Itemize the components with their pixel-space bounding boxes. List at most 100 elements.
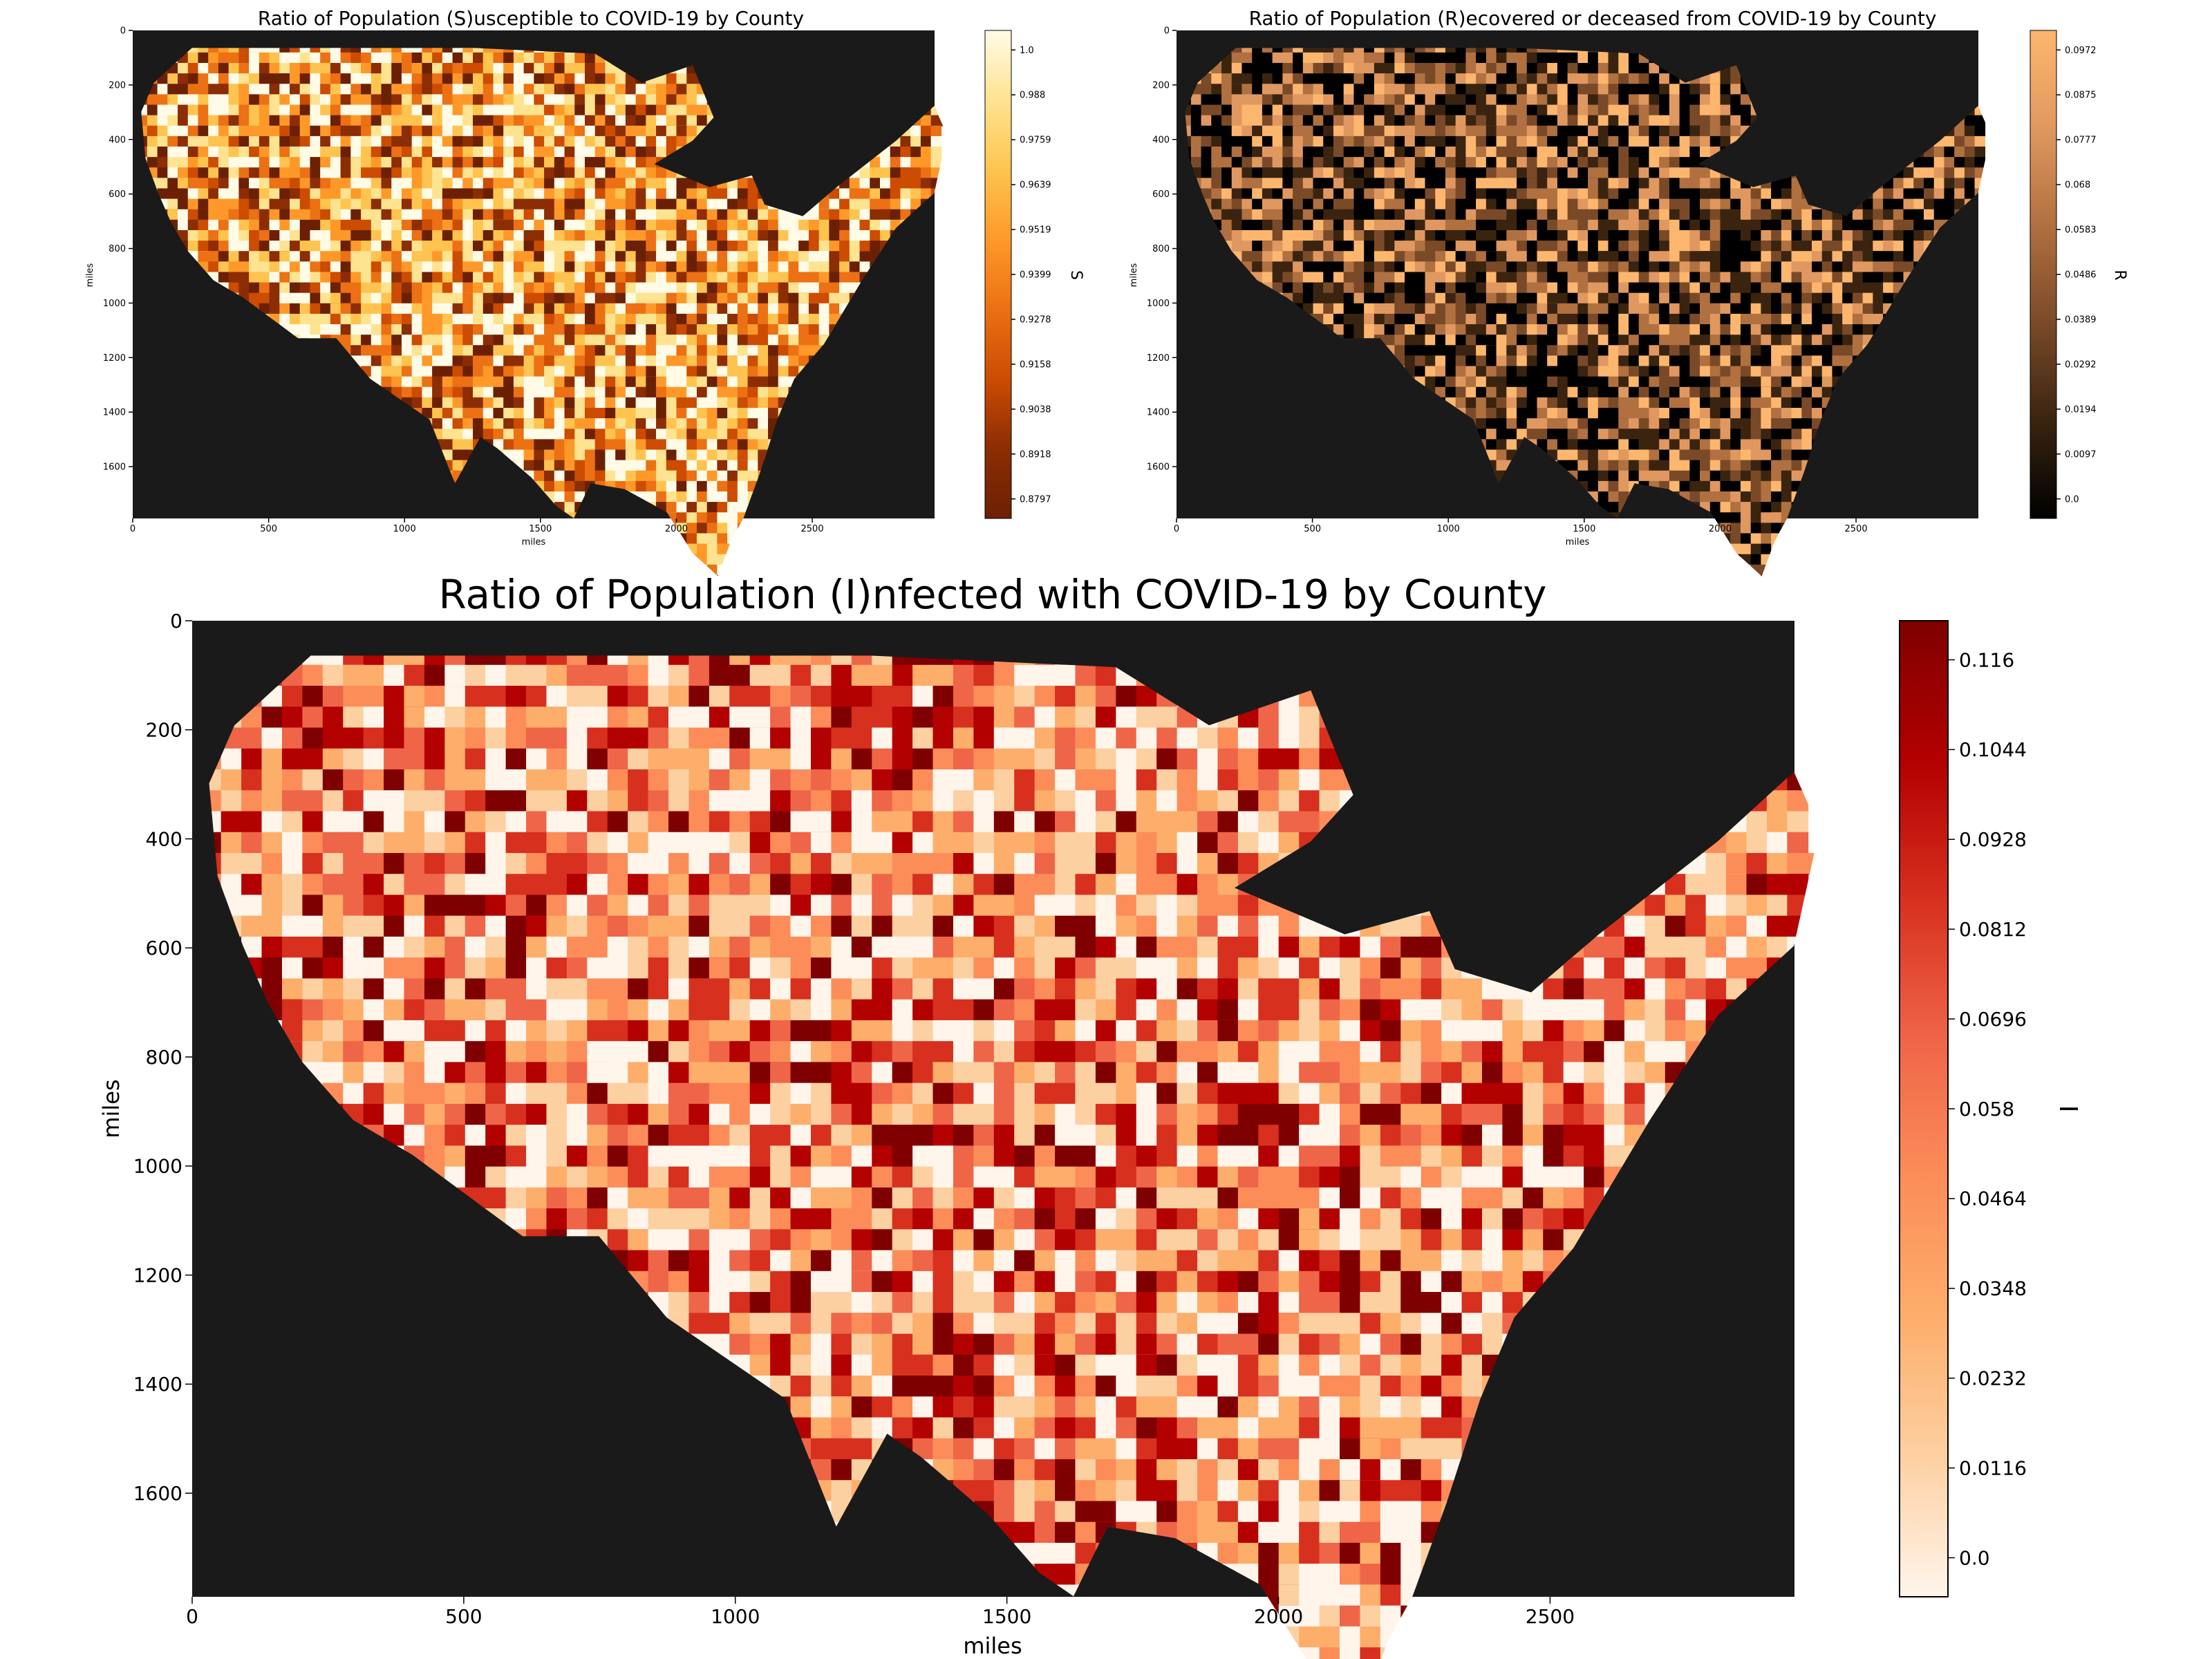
susceptible-county-cell bbox=[361, 84, 372, 95]
susceptible-county-cell bbox=[238, 219, 250, 231]
susceptible-county-cell bbox=[778, 324, 789, 336]
susceptible-county-cell bbox=[371, 52, 382, 64]
recovered-county-cell bbox=[1669, 115, 1680, 126]
recovered-county-cell bbox=[1394, 48, 1405, 53]
susceptible-county-cell bbox=[758, 303, 769, 315]
susceptible-county-cell bbox=[666, 104, 677, 116]
recovered-county-cell bbox=[1465, 115, 1477, 126]
susceptible-county-cell bbox=[798, 229, 809, 242]
susceptible-county-cell bbox=[350, 63, 362, 75]
recovered-county-cell bbox=[1221, 135, 1232, 148]
susceptible-county-cell bbox=[442, 251, 453, 263]
recovered-county-cell bbox=[1465, 94, 1477, 106]
susceptible-county-cell bbox=[279, 115, 290, 126]
susceptible-county-cell bbox=[615, 94, 626, 106]
susceptible-county-cell bbox=[320, 209, 331, 221]
susceptible-county-cell bbox=[289, 209, 301, 221]
susceptible-county-cell bbox=[330, 219, 341, 231]
susceptible-county-cell bbox=[473, 229, 484, 242]
susceptible-county-cell bbox=[442, 125, 453, 137]
susceptible-county-cell bbox=[462, 125, 474, 137]
susceptible-county-cell bbox=[686, 229, 697, 242]
susceptible-county-cell bbox=[727, 397, 738, 409]
susceptible-county-cell bbox=[646, 209, 657, 221]
susceptible-county-cell bbox=[391, 178, 402, 189]
recovered-county-cell bbox=[1628, 135, 1640, 148]
susceptible-county-cell bbox=[717, 366, 728, 377]
susceptible-county-cell bbox=[574, 449, 585, 461]
susceptible-county-cell bbox=[228, 147, 240, 158]
susceptible-county-cell bbox=[594, 324, 606, 336]
susceptible-county-cell bbox=[778, 292, 789, 304]
susceptible-county-cell bbox=[391, 84, 402, 95]
susceptible-county-cell bbox=[513, 449, 525, 461]
recovered-county-cell bbox=[1547, 73, 1558, 85]
recovered-county-cell bbox=[1414, 147, 1426, 158]
susceptible-county-cell bbox=[798, 355, 809, 367]
susceptible-county-cell bbox=[686, 480, 697, 492]
susceptible-county-cell bbox=[299, 84, 311, 95]
susceptible-county-cell bbox=[350, 73, 362, 85]
susceptible-county-cell bbox=[411, 178, 423, 189]
susceptible-county-cell bbox=[646, 178, 657, 189]
susceptible-county-cell bbox=[249, 73, 260, 85]
susceptible-county-cell bbox=[452, 219, 464, 231]
susceptible-x-tick-label: 500 bbox=[260, 524, 277, 534]
susceptible-county-cell bbox=[920, 167, 932, 179]
recovered-county-cell bbox=[1628, 52, 1640, 64]
susceptible-county-cell bbox=[594, 386, 606, 398]
susceptible-county-cell bbox=[686, 449, 697, 461]
recovered-county-cell bbox=[1557, 125, 1568, 137]
susceptible-county-cell bbox=[686, 386, 697, 398]
susceptible-county-cell bbox=[513, 157, 525, 169]
susceptible-county-cell bbox=[615, 429, 626, 440]
susceptible-county-cell bbox=[141, 115, 148, 126]
susceptible-county-cell bbox=[625, 282, 637, 294]
susceptible-county-cell bbox=[411, 73, 423, 85]
susceptible-county-cell bbox=[910, 167, 921, 179]
susceptible-county-cell bbox=[523, 261, 535, 273]
susceptible-county-cell bbox=[279, 135, 290, 148]
susceptible-county-cell bbox=[513, 84, 525, 95]
susceptible-county-cell bbox=[594, 282, 606, 294]
recovered-county-cell bbox=[1293, 73, 1304, 85]
susceptible-county-cell bbox=[656, 241, 667, 252]
susceptible-county-cell bbox=[513, 104, 525, 116]
susceptible-county-cell bbox=[187, 178, 199, 189]
recovered-county-cell bbox=[1567, 104, 1579, 116]
recovered-county-cell bbox=[1241, 104, 1253, 116]
susceptible-county-cell bbox=[676, 386, 687, 398]
susceptible-county-cell bbox=[605, 355, 616, 367]
susceptible-county-cell bbox=[676, 261, 687, 273]
susceptible-county-cell bbox=[564, 52, 576, 64]
susceptible-county-cell bbox=[178, 219, 189, 231]
susceptible-county-cell bbox=[238, 198, 250, 210]
susceptible-county-cell bbox=[615, 73, 626, 85]
susceptible-county-cell bbox=[187, 135, 199, 148]
susceptible-county-cell bbox=[249, 157, 260, 169]
susceptible-county-cell bbox=[279, 73, 290, 85]
susceptible-county-cell bbox=[279, 84, 290, 95]
susceptible-county-cell bbox=[564, 73, 576, 85]
susceptible-county-cell bbox=[350, 209, 362, 221]
susceptible-county-cell bbox=[534, 209, 545, 221]
recovered-county-cell bbox=[1567, 52, 1579, 64]
recovered-county-cell bbox=[1526, 52, 1538, 64]
susceptible-county-cell bbox=[289, 167, 301, 179]
susceptible-county-cell bbox=[870, 178, 881, 189]
susceptible-county-cell bbox=[534, 147, 545, 158]
recovered-county-cell bbox=[1537, 135, 1548, 148]
recovered-county-cell bbox=[1547, 135, 1558, 148]
recovered-county-cell bbox=[1425, 63, 1436, 75]
susceptible-county-cell bbox=[361, 345, 372, 357]
susceptible-county-cell bbox=[513, 147, 525, 158]
recovered-county-cell bbox=[1241, 73, 1253, 85]
susceptible-county-cell bbox=[442, 188, 453, 200]
susceptible-county-cell bbox=[635, 324, 647, 336]
susceptible-county-cell bbox=[361, 313, 372, 326]
susceptible-county-cell bbox=[361, 63, 372, 75]
susceptible-county-cell bbox=[544, 408, 555, 420]
susceptible-county-cell bbox=[615, 418, 626, 430]
recovered-county-cell bbox=[1547, 104, 1558, 116]
recovered-county-cell bbox=[1455, 73, 1467, 85]
